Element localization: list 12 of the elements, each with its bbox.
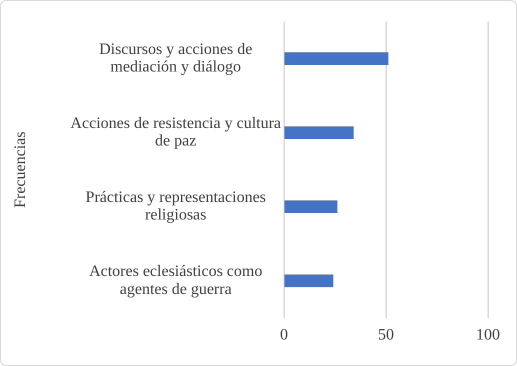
y-tick-label: Acciones de resistencia y cultura de paz	[70, 115, 281, 150]
y-tick-label: Discursos y acciones de mediación y diálogo	[99, 41, 252, 76]
x-tick-label: 50	[378, 326, 394, 344]
bar	[284, 52, 388, 65]
bar	[284, 126, 354, 140]
x-tick-label: 0	[280, 326, 288, 344]
bar	[284, 274, 334, 288]
y-tick-label: Actores eclesiásticos como agentes de guerra	[89, 263, 262, 298]
x-tick-label: 100	[476, 326, 500, 344]
y-tick-label: Prácticas y representaciones religiosas	[86, 189, 266, 224]
y-axis-title: Frecuencias	[12, 131, 29, 208]
bar	[284, 200, 338, 214]
